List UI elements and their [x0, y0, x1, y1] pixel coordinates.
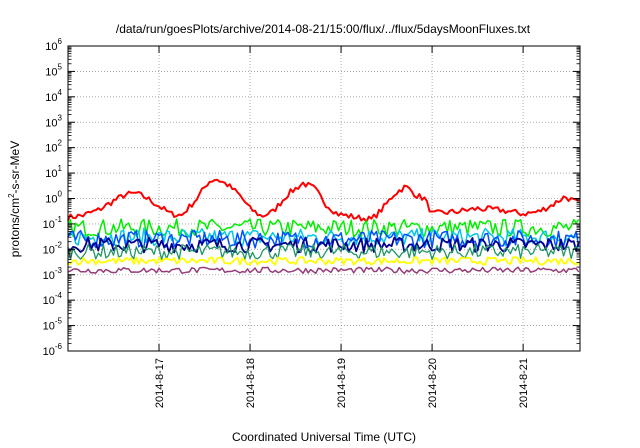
- y-tick-label: 10-1: [43, 215, 63, 231]
- y-tick-label-base: 10: [43, 346, 55, 358]
- y-tick-label-base: 10: [45, 168, 57, 180]
- y-tick-label-exponent: -5: [55, 317, 63, 326]
- y-tick-label-base: 10: [45, 92, 57, 104]
- y-tick-label: 10-4: [43, 291, 63, 307]
- y-tick-label: 10-2: [43, 240, 63, 256]
- series-line: [67, 229, 580, 249]
- y-axis-label-rest: -s-sr-MeV: [8, 141, 22, 194]
- series-line: [67, 236, 580, 254]
- y-axis-label: protons/cm2-s-sr-MeV: [7, 141, 22, 257]
- x-axis-label: Coordinated Universal Time (UTC): [232, 430, 416, 444]
- x-tick-label: 2014-8-17: [154, 358, 166, 408]
- y-tick-label: 10-5: [43, 317, 63, 333]
- y-tick-label-exponent: -2: [55, 240, 63, 249]
- data-series: [67, 178, 580, 275]
- y-tick-label-exponent: 5: [58, 62, 63, 71]
- y-tick-label-exponent: -4: [55, 291, 63, 300]
- y-tick-label: 10-6: [43, 342, 63, 358]
- x-tick-label: 2014-8-19: [336, 358, 348, 408]
- y-tick-label-exponent: -1: [55, 215, 63, 224]
- y-axis-label-sup: 2: [7, 193, 16, 198]
- y-tick-label-base: 10: [45, 41, 57, 53]
- y-tick-label: 10-3: [43, 266, 63, 282]
- y-tick-label-base: 10: [45, 66, 57, 78]
- chart-title: /data/run/goesPlots/archive/2014-08-21/1…: [116, 22, 531, 36]
- y-tick-label-exponent: -6: [55, 342, 63, 351]
- x-tick-label: 2014-8-18: [245, 358, 257, 408]
- y-tick-label: 104: [45, 88, 62, 104]
- y-tick-label-base: 10: [45, 143, 57, 155]
- y-tick-label: 106: [45, 37, 62, 53]
- x-tick-label: 2014-8-20: [427, 358, 439, 408]
- series-line: [67, 256, 580, 266]
- y-tick-label-exponent: -3: [55, 266, 63, 275]
- y-tick-label: 102: [45, 139, 62, 155]
- y-tick-label-base: 10: [43, 295, 55, 307]
- y-tick-label: 101: [45, 164, 62, 180]
- y-tick-label: 105: [45, 62, 62, 78]
- y-tick-label-base: 10: [45, 194, 57, 206]
- series-line: [67, 266, 580, 275]
- y-tick-label-exponent: 2: [58, 139, 63, 148]
- y-tick-label-base: 10: [43, 244, 55, 256]
- y-tick-label: 103: [45, 113, 62, 129]
- y-tick-label-exponent: 3: [58, 113, 63, 122]
- y-tick-label-exponent: 0: [58, 190, 63, 199]
- y-tick-label-base: 10: [43, 270, 55, 282]
- y-tick-labels: 10-610-510-410-310-210-11001011021031041…: [43, 37, 63, 358]
- series-line: [67, 178, 580, 223]
- y-tick-label-base: 10: [45, 117, 57, 129]
- y-tick-label-base: 10: [43, 219, 55, 231]
- series-line: [67, 243, 580, 261]
- y-tick-label: 100: [45, 190, 62, 206]
- y-tick-label-exponent: 6: [58, 37, 63, 46]
- y-axis-label-main: protons/cm: [8, 198, 22, 257]
- axis-ticks: [68, 45, 580, 352]
- y-tick-label-exponent: 4: [58, 88, 63, 97]
- x-tick-label: 2014-8-21: [518, 358, 530, 408]
- series-line: [67, 218, 580, 238]
- y-tick-label-base: 10: [43, 321, 55, 333]
- y-tick-label-exponent: 1: [58, 164, 63, 173]
- x-tick-labels: 2014-8-17 2014-8-18 2014-8-19 2014-8-20 2014…: [154, 358, 530, 408]
